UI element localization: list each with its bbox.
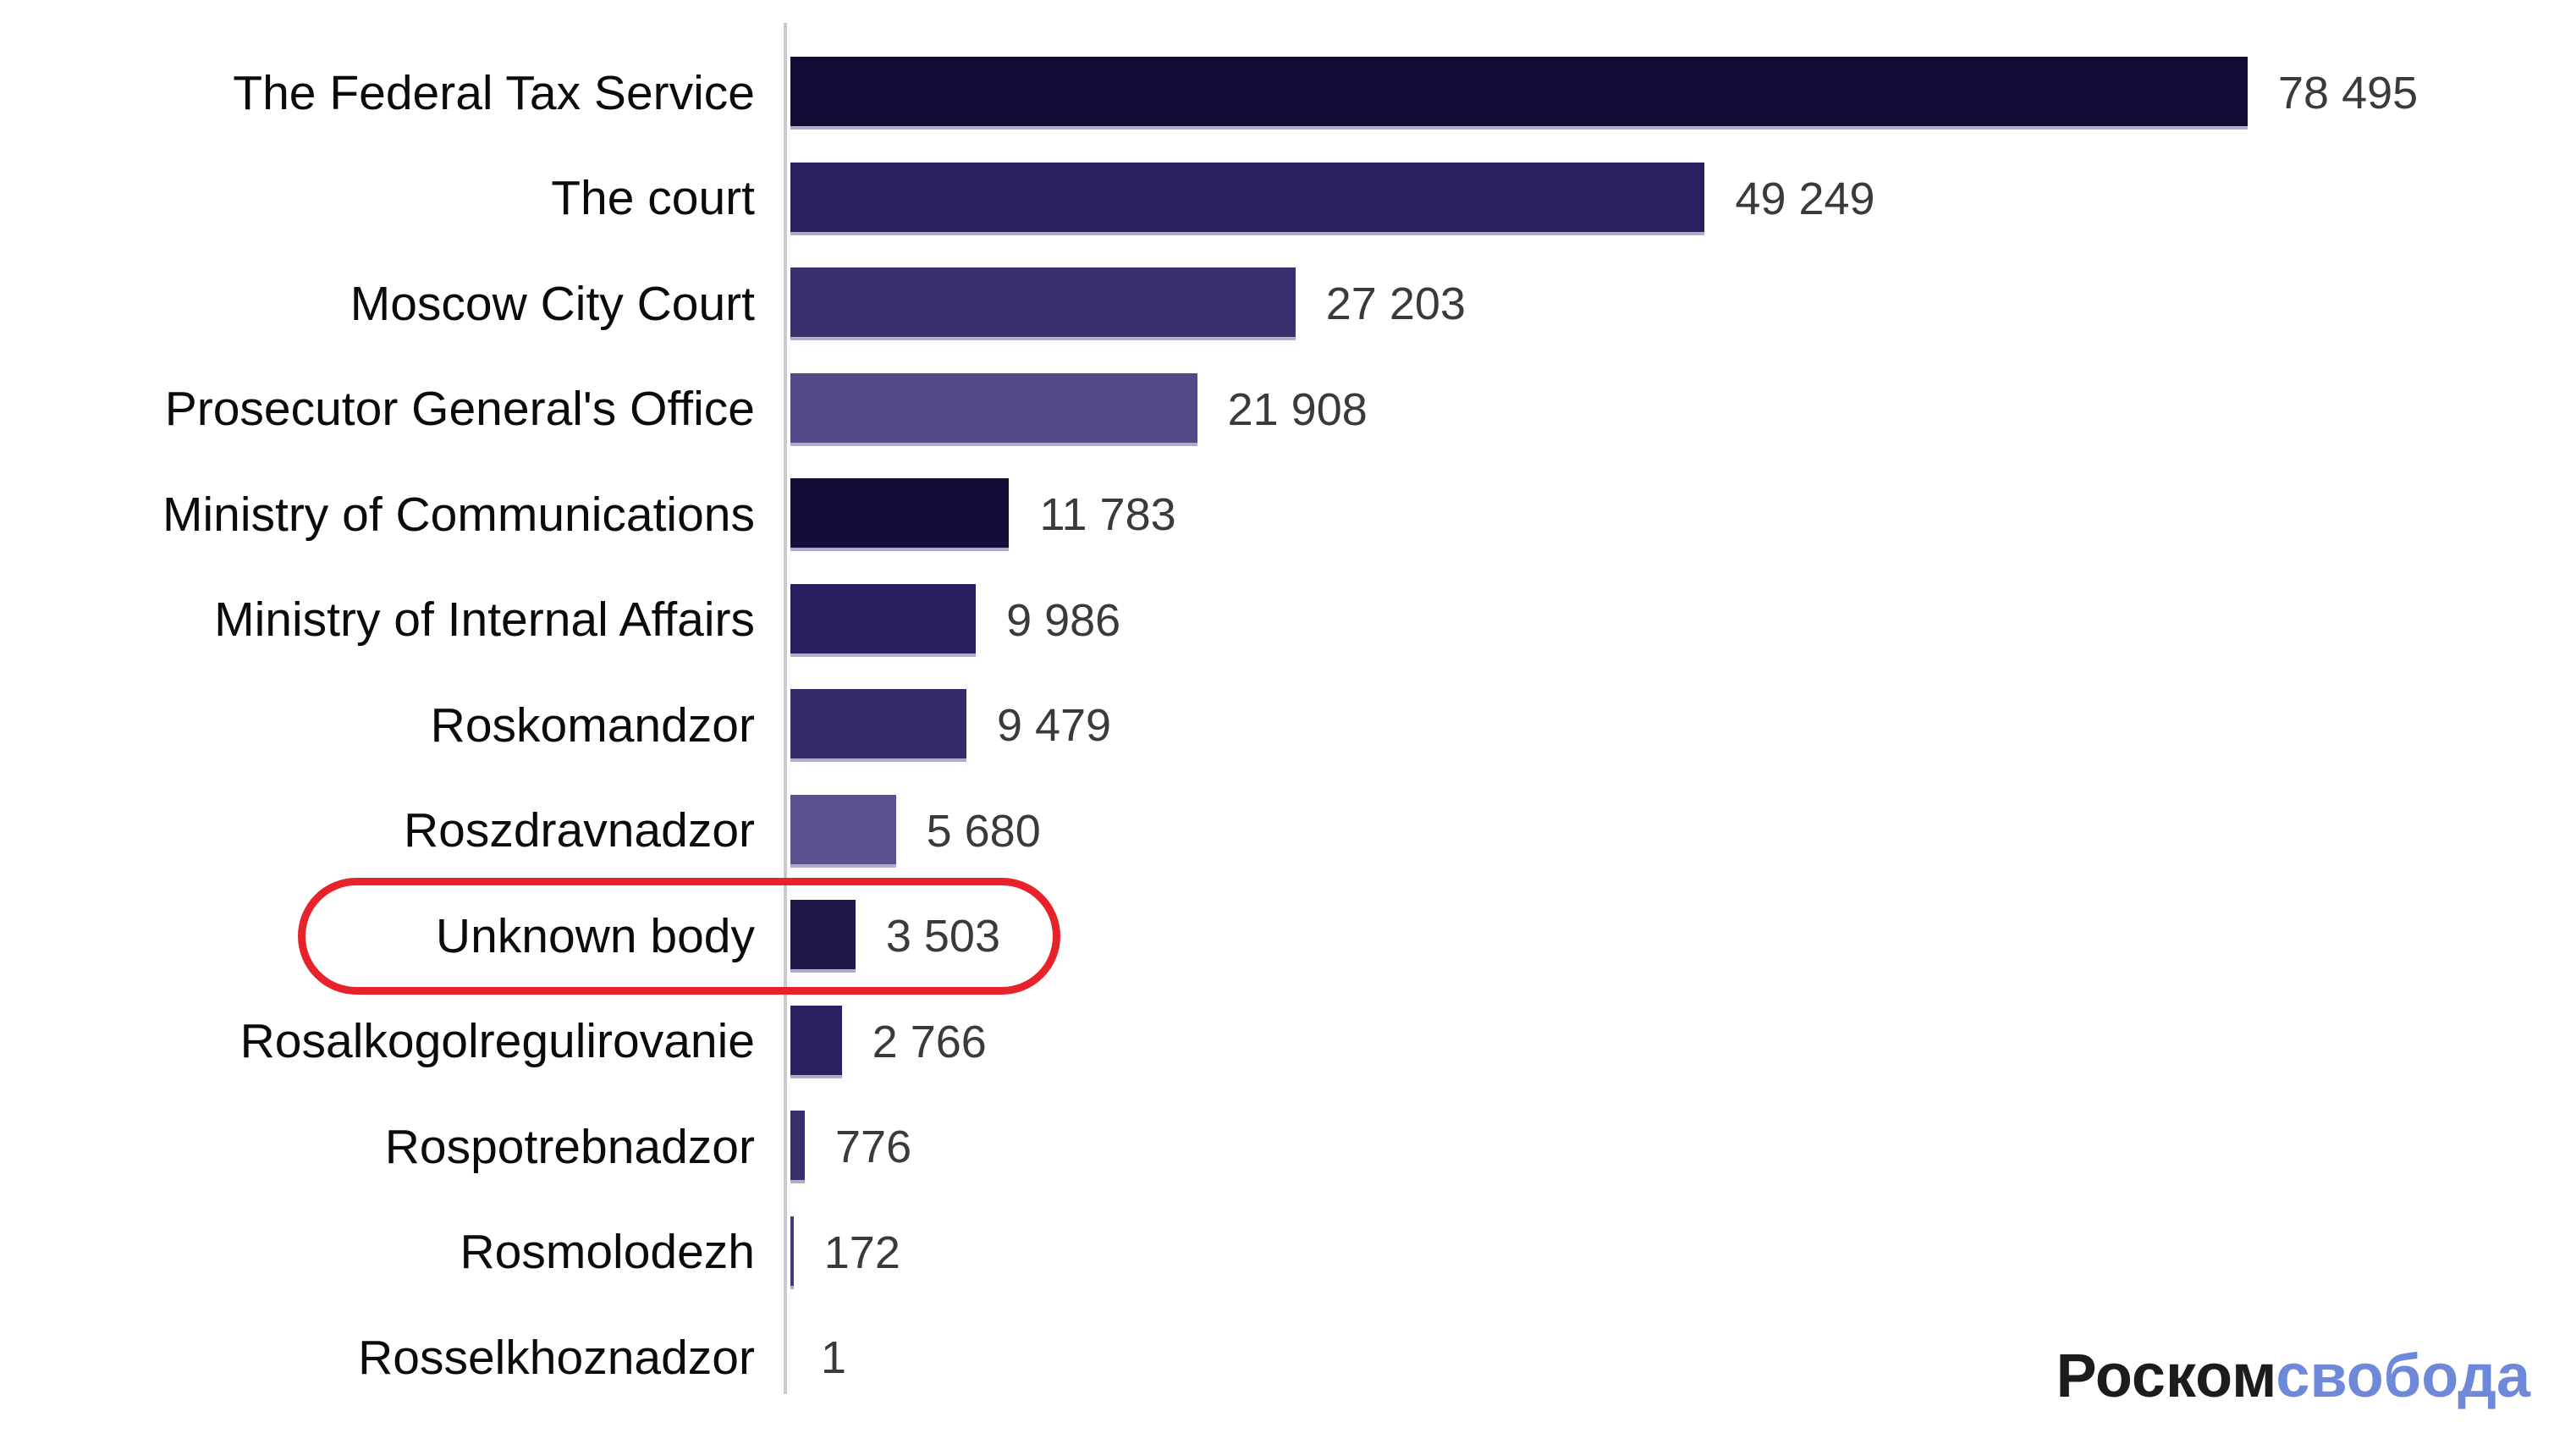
category-label: The court bbox=[551, 171, 755, 226]
chart-row: Roszdravnadzor 5 680 bbox=[0, 779, 2576, 885]
axis-baseline bbox=[784, 23, 787, 1394]
value-label: 21 908 bbox=[1227, 383, 1368, 435]
value-label: 49 249 bbox=[1735, 173, 1875, 224]
bar bbox=[790, 1005, 842, 1078]
category-label: Rosselkhoznadzor bbox=[358, 1330, 755, 1385]
value-label: 11 783 bbox=[1039, 489, 1176, 541]
value-label: 2 766 bbox=[872, 1016, 987, 1067]
category-label: Rosmolodezh bbox=[460, 1225, 755, 1280]
category-label: Rospotrebnadzor bbox=[384, 1119, 755, 1174]
value-label: 9 479 bbox=[996, 700, 1112, 752]
roskomsvoboda-logo: Роскомсвобода bbox=[2056, 1346, 2530, 1407]
category-label: Rosalkogolregulirovanie bbox=[239, 1014, 755, 1069]
logo-text-roskom: Роском bbox=[2056, 1343, 2276, 1410]
bar bbox=[790, 1216, 794, 1289]
bar bbox=[790, 1111, 806, 1184]
chart-row: Ministry of Internal Affairs 9 986 bbox=[0, 568, 2576, 674]
value-label: 27 203 bbox=[1325, 278, 1466, 330]
category-label: Moscow City Court bbox=[350, 276, 755, 331]
chart-row: Roskomandzor 9 479 bbox=[0, 673, 2576, 779]
category-label: The Federal Tax Service bbox=[233, 65, 755, 120]
chart-row: Prosecutor General's Office 21 908 bbox=[0, 357, 2576, 463]
category-label: Roszdravnadzor bbox=[403, 803, 755, 858]
bar bbox=[790, 794, 896, 868]
category-label: Ministry of Communications bbox=[162, 487, 755, 542]
category-label: Ministry of Internal Affairs bbox=[214, 593, 755, 648]
bar bbox=[790, 267, 1296, 341]
chart-row: Unknown body 3 503 bbox=[0, 884, 2576, 990]
value-label: 5 680 bbox=[926, 805, 1041, 857]
category-label: Prosecutor General's Office bbox=[164, 382, 755, 437]
bar bbox=[790, 478, 1010, 552]
value-label: 9 986 bbox=[1006, 594, 1121, 646]
bar bbox=[790, 583, 977, 657]
chart-row: Moscow City Court 27 203 bbox=[0, 251, 2576, 357]
bar-rows-container: The Federal Tax Service 78 495 The court 49… bbox=[0, 41, 2576, 1411]
bar bbox=[790, 372, 1197, 446]
chart-row: Rospotrebnadzor 776 bbox=[0, 1094, 2576, 1200]
category-label: Unknown body bbox=[435, 908, 755, 963]
bar bbox=[790, 689, 966, 763]
category-label: Roskomandzor bbox=[430, 697, 755, 753]
value-label: 78 495 bbox=[2278, 68, 2419, 119]
bar bbox=[790, 57, 2248, 130]
bar bbox=[790, 900, 856, 973]
value-label: 3 503 bbox=[885, 911, 1000, 962]
chart-row: Rosmolodezh 172 bbox=[0, 1200, 2576, 1306]
value-label: 172 bbox=[823, 1227, 900, 1278]
chart-row: Rosalkogolregulirovanie 2 766 bbox=[0, 990, 2576, 1095]
chart-row: Ministry of Communications 11 783 bbox=[0, 462, 2576, 568]
value-label: 1 bbox=[821, 1332, 847, 1384]
bar bbox=[790, 162, 1705, 235]
chart-row: Rosselkhoznadzor 1 bbox=[0, 1305, 2576, 1411]
chart-row: The court 49 249 bbox=[0, 146, 2576, 252]
value-label: 776 bbox=[835, 1122, 912, 1173]
chart-row: The Federal Tax Service 78 495 bbox=[0, 41, 2576, 146]
logo-text-svoboda: свобода bbox=[2276, 1343, 2530, 1410]
